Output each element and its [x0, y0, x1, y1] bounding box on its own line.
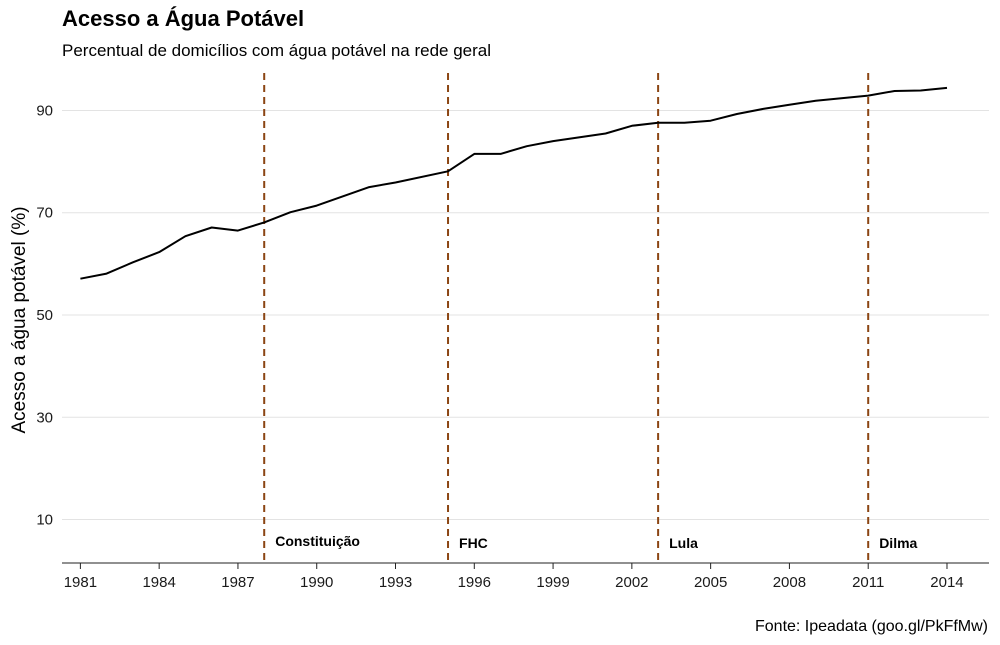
x-tick-label: 2005 — [694, 574, 727, 591]
x-tick-label: 2002 — [615, 574, 648, 591]
chart-title: Acesso a Água Potável — [62, 6, 305, 31]
y-tick-label: 30 — [36, 409, 53, 426]
x-tick-label: 2014 — [930, 574, 963, 591]
y-tick-label: 10 — [36, 512, 53, 529]
x-tick-label: 1990 — [300, 574, 333, 591]
x-tick-label: 1996 — [458, 574, 491, 591]
x-tick-label: 1987 — [221, 574, 254, 591]
x-tick-label: 2008 — [773, 574, 806, 591]
x-tick-label: 1981 — [64, 574, 97, 591]
y-axis-label: Acesso a água potável (%) — [9, 206, 30, 433]
series-layer — [80, 86, 948, 280]
event-label: FHC — [459, 535, 488, 551]
event-lines — [263, 73, 870, 563]
y-axis-ticks: 10 30 50 70 90 — [36, 102, 53, 528]
event-label: Dilma — [879, 535, 917, 551]
y-tick-label: 50 — [36, 307, 53, 324]
y-tick-label: 90 — [36, 102, 53, 119]
event-annotations: Constituição FHC Lula Dilma — [275, 533, 917, 551]
event-label: Constituição — [275, 533, 360, 549]
x-tick-label: 1984 — [142, 574, 175, 591]
source-caption: Fonte: Ipeadata (goo.gl/PkFfMw) — [755, 618, 988, 635]
x-tick-label: 1993 — [379, 574, 412, 591]
x-axis-ticks: 1981 1984 1987 1990 1993 1996 1999 2002 2005 2008… — [64, 563, 964, 591]
event-label: Lula — [669, 535, 698, 551]
x-tick-label: 2011 — [852, 574, 884, 591]
x-tick-label: 1999 — [536, 574, 569, 591]
gridlines — [62, 109, 989, 521]
series-line — [80, 86, 948, 280]
y-tick-label: 70 — [36, 205, 53, 222]
chart-subtitle: Percentual de domicílios com água potáve… — [62, 41, 492, 60]
